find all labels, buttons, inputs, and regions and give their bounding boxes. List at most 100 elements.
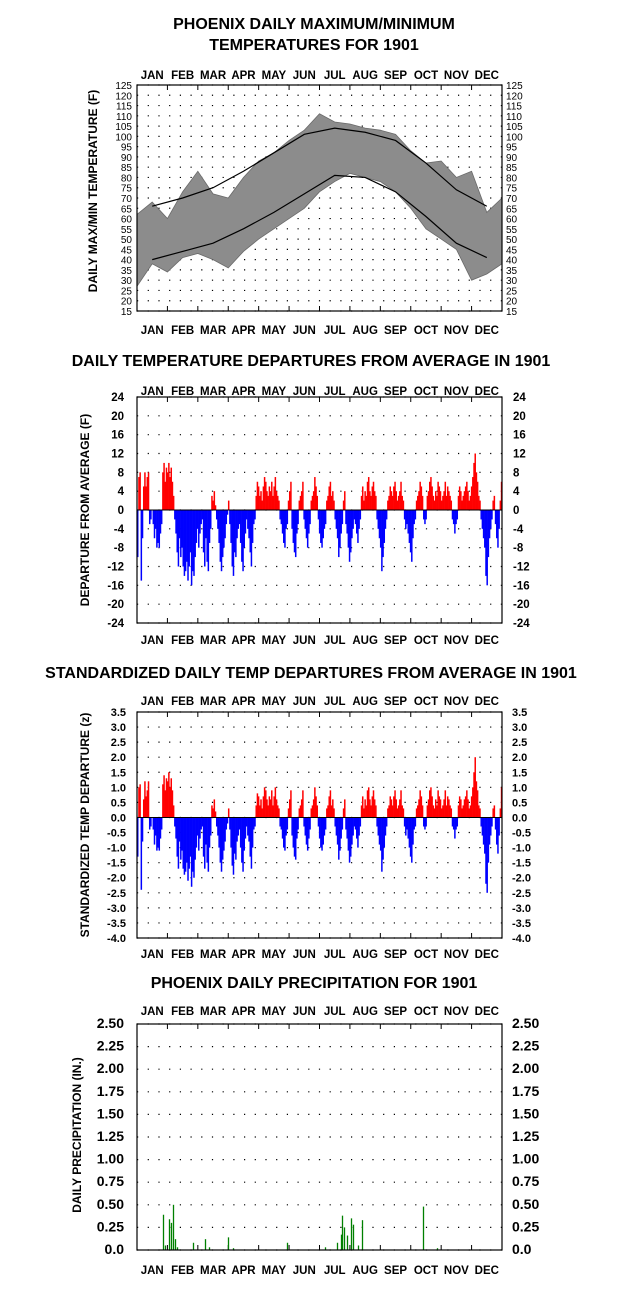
precipitation-chart: PHOENIX DAILY PRECIPITATION FOR 1901 DAI… [70,975,539,1277]
positive-departure-bar [429,481,431,510]
positive-departure-bar [277,805,279,818]
y-tick-left: 125 [115,81,132,92]
positive-departure-bar [366,790,369,818]
negative-departure-bar [176,817,178,857]
negative-departure-bar [190,510,193,586]
y-tick-left: 3.5 [111,707,126,719]
y-tick-right: 125 [506,81,523,92]
y-tick-left: 2.25 [97,1038,124,1054]
positive-departure-bar [449,495,451,510]
month-label-bottom-apr: APR [231,635,256,647]
positive-departure-bar [278,808,280,818]
chart3-title: STANDARDIZED DAILY TEMP DEPARTURES FROM … [45,665,577,682]
positive-departure-bar [442,495,444,510]
month-label-top-nov: NOV [444,386,469,398]
negative-departure-bar [293,817,296,857]
positive-departure-bar [439,799,442,818]
negative-departure-bar [486,510,488,586]
negative-departure-bar [487,817,490,863]
positive-departure-bar [256,481,259,510]
negative-departure-bar [334,817,336,827]
negative-departure-bar [405,510,407,529]
standardized-departure-chart: STANDARDIZED DAILY TEMP DEPARTURES FROM … [45,665,577,961]
y-tick-left: 0.0 [105,1241,125,1257]
y-tick-left: 35 [121,266,133,277]
negative-departure-bar [348,510,351,562]
negative-departure-bar [485,510,487,576]
positive-departure-bar [360,495,363,510]
negative-departure-bar [175,510,177,534]
normal-min-line [152,174,488,261]
positive-departure-bar [467,491,469,510]
negative-departure-bar [335,817,338,836]
y-tick-right: 0.5 [512,797,527,809]
positive-departure-bar [390,491,393,510]
negative-departure-bar [218,817,220,848]
negative-departure-bar [238,510,241,525]
positive-departure-bar [287,808,290,818]
negative-departure-bar [293,510,296,553]
positive-departure-bar [492,500,494,510]
negative-departure-bar [451,510,454,520]
positive-departure-bar [142,799,145,818]
y-tick-left: -20 [107,599,124,611]
positive-departure-bar [417,495,419,510]
month-label-top-jul: JUL [324,1006,346,1018]
positive-departure-bar [227,808,230,818]
y-tick-right: -4.0 [512,933,531,945]
positive-departure-bar [432,805,435,818]
negative-departure-bar [230,510,232,543]
y-tick-right: -16 [513,580,530,592]
negative-departure-bar [279,817,281,827]
negative-departure-bar [306,817,309,851]
negative-departure-bar [247,510,249,529]
negative-departure-bar [294,817,297,860]
positive-departure-bar [389,486,392,510]
negative-departure-bar [378,817,381,845]
negative-departure-bar [318,817,321,839]
positive-departure-bar [419,481,421,510]
positive-departure-bar [259,805,261,818]
negative-departure-bar [294,510,297,558]
negative-departure-bar [157,510,159,543]
month-label-top-oct: OCT [414,386,438,398]
positive-departure-bar [329,481,332,510]
negative-departure-bar [232,817,235,875]
negative-departure-bar [281,817,284,839]
positive-departure-bar [277,495,279,510]
y-tick-left: 20 [111,411,124,423]
y-tick-right: 2.0 [512,752,527,764]
y-tick-right: 100 [506,132,523,143]
positive-departure-bar [138,787,140,818]
temperature-departure-chart: DAILY TEMPERATURE DEPARTURES FROM AVERAG… [72,353,551,647]
negative-departure-bar [403,817,406,827]
positive-departure-bar [328,796,330,818]
negative-departure-bar [236,510,238,539]
negative-departure-bar [308,817,310,839]
positive-departure-bar [391,495,394,510]
positive-departure-bar [371,486,374,510]
y-tick-right: 40 [506,256,518,267]
month-label-top-jun: JUN [293,696,316,708]
negative-departure-bar [454,510,456,534]
positive-departure-bar [268,796,271,818]
chart2-title: DAILY TEMPERATURE DEPARTURES FROM AVERAG… [72,353,551,370]
negative-departure-bar [254,817,256,827]
negative-departure-bar [200,510,202,525]
month-label-top-apr: APR [231,1006,256,1018]
negative-departure-bar [245,510,248,520]
negative-departure-bar [292,510,295,543]
negative-departure-bar [239,817,242,848]
positive-departure-bar [166,781,169,818]
positive-departure-bar [327,495,329,510]
y-tick-right: 30 [506,276,518,287]
positive-departure-bar [437,481,439,510]
negative-departure-bar [210,817,212,836]
month-label-top-nov: NOV [444,696,469,708]
negative-departure-bar [409,510,412,553]
month-label-bottom-nov: NOV [444,1265,469,1277]
positive-departure-bar [147,781,150,818]
negative-departure-bar [189,817,192,857]
positive-departure-bar [273,796,275,818]
negative-departure-bar [235,817,237,860]
